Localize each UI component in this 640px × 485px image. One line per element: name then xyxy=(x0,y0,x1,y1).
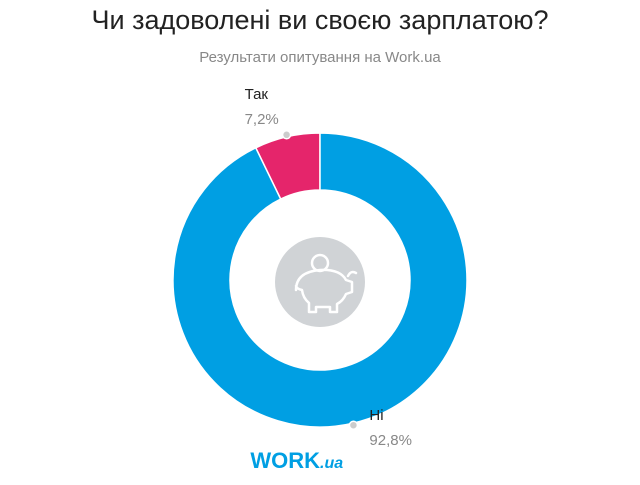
slice-label: Ні xyxy=(369,407,383,424)
chart-subtitle: Результати опитування на Work.ua xyxy=(199,49,441,66)
logo-suffix: .ua xyxy=(320,455,343,472)
slice-label: Так xyxy=(245,86,269,103)
piggy-icon xyxy=(275,237,365,327)
label-dot xyxy=(281,130,292,140)
donut-segment xyxy=(172,132,468,428)
value-label: 92,8% xyxy=(369,432,412,449)
logo-main: WORK xyxy=(250,448,320,473)
label-dot xyxy=(348,420,359,430)
value-label: 7,2% xyxy=(245,111,279,128)
chart-title: Чи задоволені ви своєю зарплатою? xyxy=(92,5,549,35)
